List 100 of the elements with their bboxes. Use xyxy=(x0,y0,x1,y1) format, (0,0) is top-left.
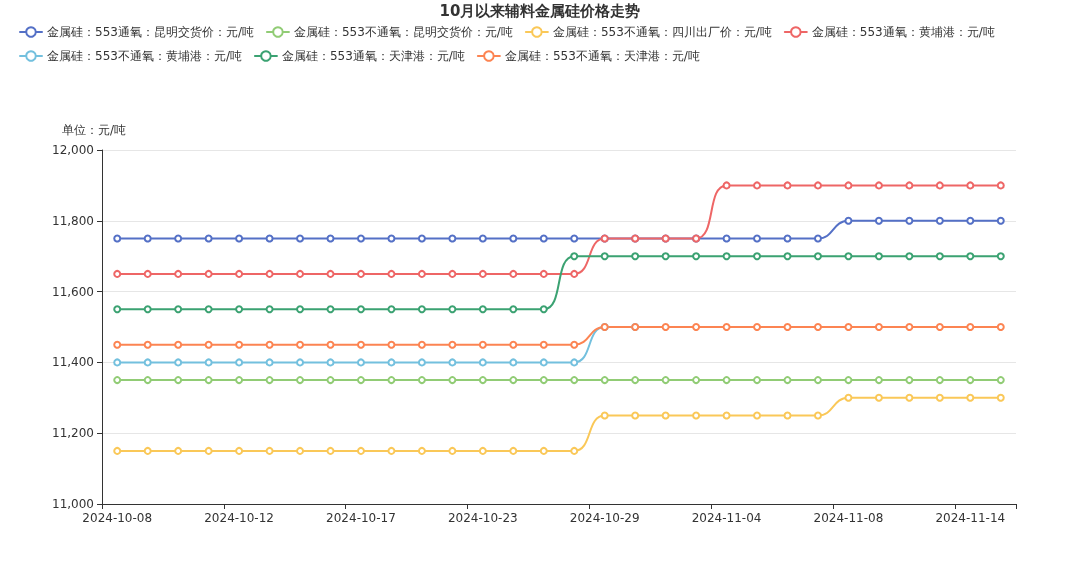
point xyxy=(326,376,335,385)
point xyxy=(478,234,487,243)
point xyxy=(326,305,335,314)
point xyxy=(235,269,244,278)
y-tick-label: 11,400 xyxy=(52,355,94,370)
point xyxy=(966,252,975,261)
point xyxy=(692,252,701,261)
point xyxy=(753,376,762,385)
point xyxy=(356,234,365,243)
point xyxy=(296,358,305,367)
y-tick-label: 11,800 xyxy=(52,213,94,228)
point xyxy=(692,376,701,385)
point xyxy=(661,323,670,331)
point xyxy=(631,252,640,261)
point xyxy=(448,305,457,314)
point xyxy=(478,305,487,314)
point xyxy=(935,393,944,402)
point xyxy=(570,446,579,455)
point xyxy=(905,323,914,331)
point xyxy=(417,358,426,367)
point xyxy=(966,181,975,190)
point xyxy=(356,340,365,349)
point xyxy=(935,216,944,225)
point xyxy=(113,358,122,367)
point xyxy=(204,305,213,314)
point xyxy=(783,234,792,243)
point xyxy=(204,446,213,455)
point xyxy=(265,269,274,278)
point xyxy=(935,252,944,261)
point xyxy=(417,446,426,455)
point xyxy=(387,340,396,349)
point xyxy=(966,216,975,225)
point xyxy=(844,323,853,331)
point xyxy=(448,269,457,278)
point xyxy=(356,376,365,385)
point xyxy=(996,181,1005,190)
point xyxy=(174,234,183,243)
point xyxy=(478,358,487,367)
point xyxy=(570,376,579,385)
point xyxy=(113,340,122,349)
point xyxy=(448,234,457,243)
point xyxy=(874,181,883,190)
legend-label: 金属硅：553不通氧：四川出厂价：元/吨 xyxy=(552,25,772,39)
point xyxy=(783,181,792,190)
point xyxy=(783,411,792,420)
point xyxy=(235,446,244,455)
point xyxy=(722,181,731,190)
point xyxy=(813,181,822,190)
point xyxy=(356,358,365,367)
point xyxy=(204,234,213,243)
point xyxy=(174,376,183,385)
point xyxy=(844,376,853,385)
y-tick-label: 11,600 xyxy=(52,284,94,299)
point xyxy=(935,323,944,331)
point xyxy=(143,446,152,455)
point xyxy=(570,340,579,349)
point xyxy=(387,446,396,455)
point xyxy=(296,234,305,243)
point xyxy=(356,305,365,314)
point xyxy=(539,340,548,349)
point xyxy=(783,376,792,385)
point xyxy=(722,252,731,261)
point xyxy=(874,323,883,331)
x-tick-label: 2024-10-12 xyxy=(204,511,274,525)
x-tick-label: 2024-10-29 xyxy=(569,511,640,525)
point xyxy=(722,376,731,385)
point xyxy=(143,340,152,349)
point xyxy=(448,446,457,455)
point xyxy=(326,269,335,278)
y-tick-label: 12,000 xyxy=(52,143,94,157)
point xyxy=(174,269,183,278)
point xyxy=(570,252,579,261)
point xyxy=(813,234,822,243)
point xyxy=(661,411,670,420)
point xyxy=(448,340,457,349)
point xyxy=(753,252,762,261)
point xyxy=(143,376,152,385)
point xyxy=(692,411,701,420)
point xyxy=(905,216,914,225)
point xyxy=(631,411,640,420)
point xyxy=(509,376,518,385)
point xyxy=(296,269,305,278)
point xyxy=(722,323,731,331)
point xyxy=(905,181,914,190)
x-tick-label: 2024-10-17 xyxy=(326,511,396,525)
point xyxy=(935,181,944,190)
legend-label: 金属硅：553通氧：昆明交货价：元/吨 xyxy=(47,25,254,39)
point xyxy=(235,340,244,349)
point xyxy=(570,234,579,243)
legend-label: 金属硅：553不通氧：天津港：元/吨 xyxy=(504,49,700,63)
legend-label: 金属硅：553不通氧：昆明交货价：元/吨 xyxy=(293,25,513,39)
point xyxy=(478,446,487,455)
point xyxy=(143,358,152,367)
x-tick-label: 2024-10-23 xyxy=(447,511,518,525)
point xyxy=(356,446,365,455)
point xyxy=(417,305,426,314)
point xyxy=(174,340,183,349)
point xyxy=(813,411,822,420)
point xyxy=(996,376,1005,385)
point xyxy=(966,393,975,402)
